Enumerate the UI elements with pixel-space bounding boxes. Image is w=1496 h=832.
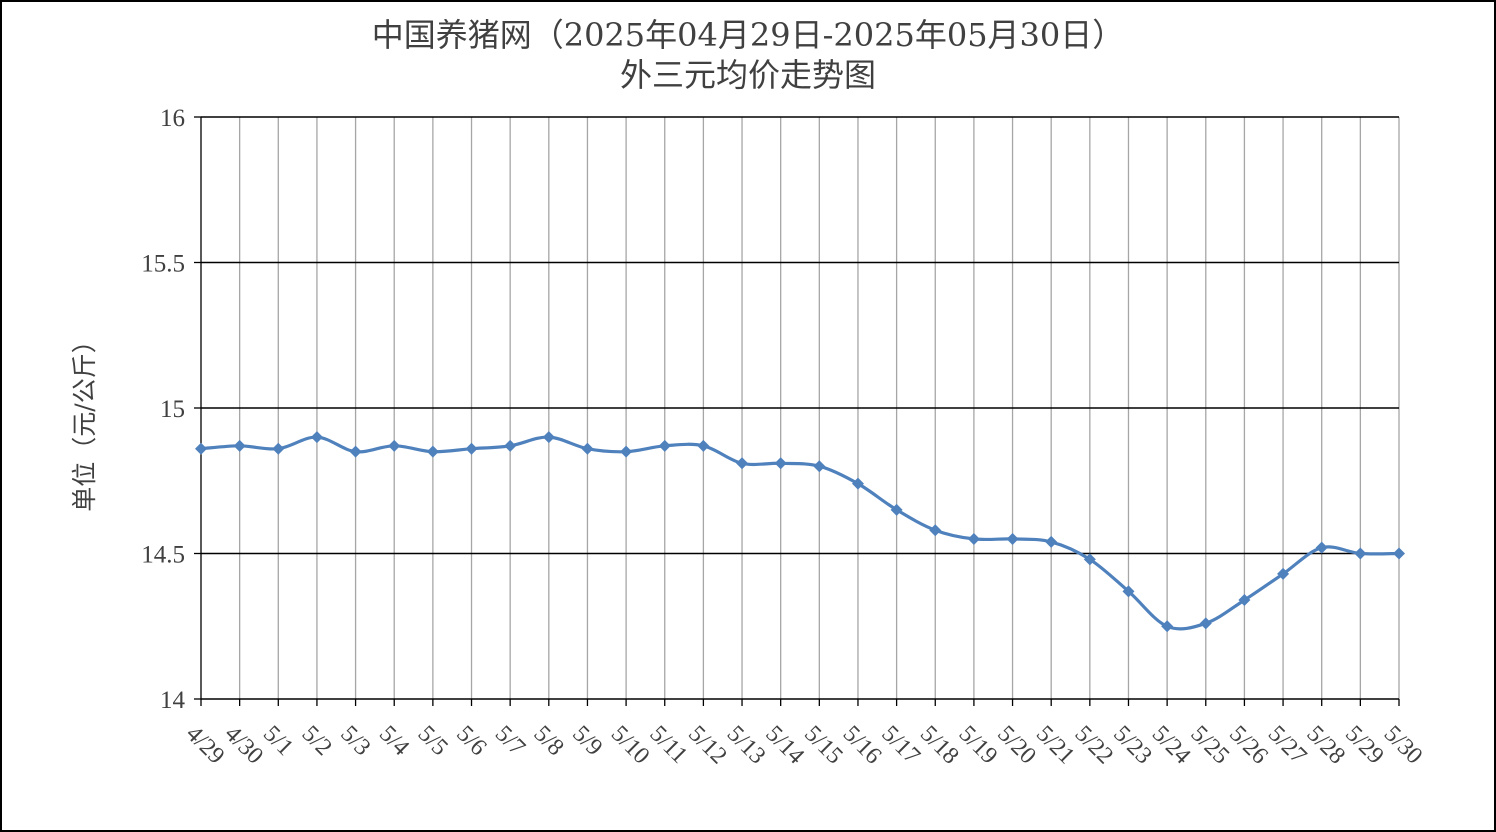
data-point: [967, 532, 980, 545]
x-tick-label: 5/26: [1224, 721, 1273, 770]
data-point: [697, 439, 710, 452]
data-point: [1161, 620, 1174, 633]
y-tick-label: 15.5: [141, 251, 185, 278]
data-point: [195, 442, 207, 455]
x-tick-label: 5/18: [915, 721, 964, 770]
x-tick-label: 5/4: [374, 721, 414, 761]
x-tick-label: 5/16: [838, 721, 887, 770]
chart-subtitle: 外三元均价走势图: [619, 56, 876, 94]
data-point: [1393, 547, 1405, 560]
series-line: [200, 435, 1400, 631]
axes: [194, 116, 1400, 706]
x-tick-label: 5/5: [413, 721, 453, 761]
x-tick-label: 5/30: [1379, 721, 1428, 770]
x-tick-label: 5/11: [644, 721, 692, 769]
data-point: [1083, 553, 1096, 566]
data-point: [1315, 541, 1328, 554]
x-tick-label: 5/9: [567, 721, 607, 761]
data-point: [813, 460, 826, 473]
data-point: [426, 445, 439, 458]
x-tick-label: 5/6: [451, 721, 491, 761]
x-tick-label: 5/23: [1108, 721, 1157, 770]
data-point: [388, 439, 401, 452]
data-point: [1122, 585, 1135, 598]
x-tick-label: 5/2: [297, 721, 337, 761]
y-tick-label: 15: [160, 396, 185, 423]
data-point: [310, 431, 323, 444]
data-point: [851, 477, 864, 490]
x-tick-label: 5/10: [606, 721, 655, 770]
data-point: [1006, 532, 1019, 545]
x-tick-label: 5/14: [760, 721, 809, 770]
x-tick-label: 5/7: [490, 721, 530, 761]
data-point: [233, 439, 246, 452]
data-point: [1238, 594, 1251, 607]
data-point: [504, 439, 517, 452]
x-tick-label: 5/19: [954, 721, 1003, 770]
chart-title: 中国养猪网（2025年04月29日-2025年05月30日）: [371, 16, 1125, 54]
series-group: [195, 431, 1405, 633]
data-point: [1199, 617, 1212, 630]
x-tick-label: 5/29: [1340, 721, 1389, 770]
data-point: [929, 524, 942, 537]
x-tick-label: 4/30: [219, 721, 268, 770]
x-tick-label: 5/21: [1031, 721, 1080, 770]
data-point: [581, 442, 594, 455]
x-tick-label: 5/27: [1263, 721, 1312, 770]
y-tick-label: 16: [160, 105, 185, 132]
y-tick-labels: 14 14.5 15 15.5 16: [141, 105, 185, 714]
x-tick-label: 5/28: [1301, 721, 1350, 770]
x-tick-label: 4/29: [181, 721, 230, 770]
x-tick-label: 5/12: [683, 721, 732, 770]
x-tick-label: 5/22: [1070, 721, 1119, 770]
x-tick-label: 5/17: [876, 721, 925, 770]
x-tick-label: 5/24: [1147, 721, 1196, 770]
x-tick-label: 5/20: [992, 721, 1041, 770]
x-tick-label: 5/8: [529, 721, 569, 761]
data-point: [890, 503, 903, 516]
y-tick-label: 14.5: [141, 542, 185, 569]
x-tick-label: 5/25: [1186, 721, 1235, 770]
data-point: [272, 442, 285, 455]
y-tick-label: 14: [160, 687, 186, 714]
data-point: [736, 457, 749, 470]
data-point: [620, 445, 633, 458]
x-tick-label: 5/15: [799, 721, 848, 770]
data-point: [465, 442, 478, 455]
x-tick-labels: 4/294/305/15/25/35/45/55/65/75/85/95/105…: [181, 721, 1428, 770]
data-point: [774, 457, 787, 470]
data-point: [1277, 567, 1290, 580]
x-tick-label: 5/13: [722, 721, 771, 770]
data-point: [658, 439, 671, 452]
y-axis-label: 单位（元/公斤）: [70, 328, 99, 511]
data-point: [1045, 535, 1058, 548]
data-point: [1354, 547, 1367, 560]
data-point: [542, 431, 555, 444]
x-tick-label: 5/3: [335, 721, 375, 761]
horizontal-gridlines: [201, 116, 1399, 555]
data-point: [349, 445, 362, 458]
